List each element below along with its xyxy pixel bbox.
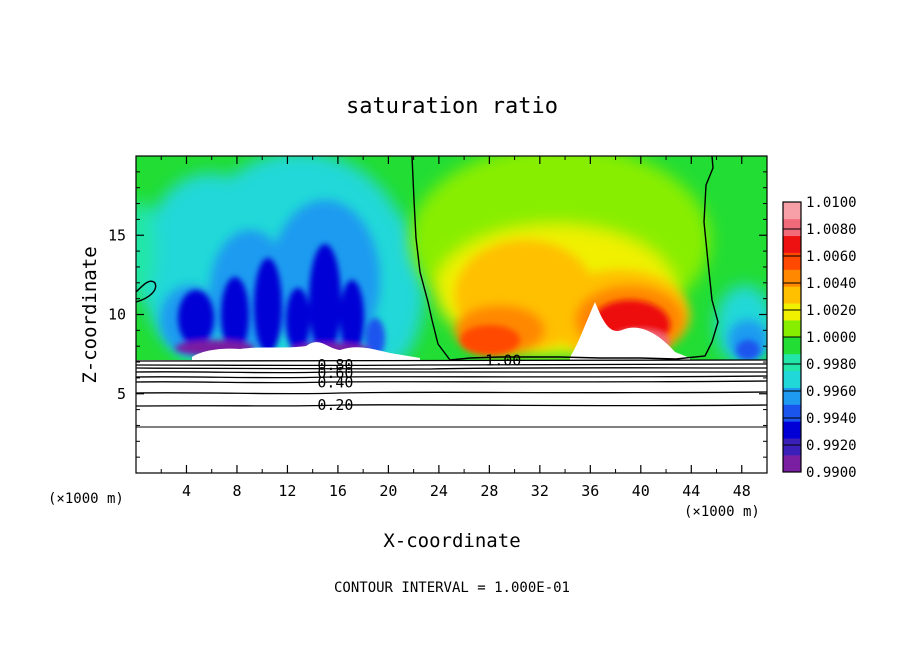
contour-label: 0.40 [317,374,353,392]
x-tick-label: 16 [329,482,347,500]
x-ticks: 4 8 12 16 20 24 28 32 36 40 44 48 [160,156,751,500]
colorbar-segment [783,320,801,338]
x-tick-label: 12 [278,482,296,500]
contour-1-00 [411,156,719,361]
colorbar-segment [783,303,801,321]
colorbar-segment [783,286,801,304]
x-tick-label: 24 [430,482,448,500]
x-unit-left: (×1000 m) [48,491,124,507]
contour-label: 0.60 [317,364,353,382]
colorbar-label: 0.9980 [806,357,857,373]
x-axis-label: X-coordinate [383,530,520,552]
colorbar-segment [783,438,801,456]
colorbar-label: 1.0060 [806,249,857,265]
colorbar-segment [783,387,801,405]
x-tick-label: 32 [531,482,549,500]
colorbar-segment [783,252,801,270]
colorbar-label: 0.9900 [806,465,857,481]
contour-interval-note: CONTOUR INTERVAL = 1.000E-01 [334,580,570,596]
colorbar-label: 1.0000 [806,330,857,346]
contour-label: 0.20 [317,396,353,414]
x-tick-label: 28 [480,482,498,500]
colorbar-segment [783,218,801,237]
y-tick-label: 15 [108,226,126,244]
colorbar-label: 1.0040 [806,276,857,292]
x-tick-label: 48 [733,482,751,500]
x-tick-label: 40 [632,482,650,500]
colorbar: 1.0100 1.0080 1.0060 1.0040 1.0020 1.0000 0.99… [782,195,857,481]
colorbar-label: 1.0100 [806,195,857,211]
contour-label: 1.00 [485,351,521,369]
x-tick-label: 44 [682,482,700,500]
colorbar-label: 1.0080 [806,222,857,238]
contour-labels: 0.800.600.40 0.20 1.00 [317,351,521,413]
heatmap-field [136,156,767,473]
y-axis-label: Z-coordinate [79,246,101,383]
colorbar-segment [783,269,801,287]
colorbar-segment [783,353,801,372]
colorbar-segment [783,370,801,388]
contour-small-left [136,280,157,303]
colorbar-segment [783,421,801,439]
x-tick-label: 8 [232,482,241,500]
contour-label: 0.80 [317,356,353,374]
y-ticks: 5 10 15 [108,171,767,458]
colorbar-segment [783,455,801,473]
x-tick-label: 20 [379,482,397,500]
colorbar-label: 0.9960 [806,384,857,400]
x-tick-label: 36 [581,482,599,500]
y-tick-label: 10 [108,306,126,324]
y-tick-label: 5 [117,385,126,403]
colorbar-label: 0.9940 [806,411,857,427]
colorbar-segment [783,202,801,220]
chart-title: saturation ratio [346,94,558,119]
x-tick-label: 4 [182,482,191,500]
colorbar-label: 1.0020 [806,303,857,319]
colorbar-label: 0.9920 [806,438,857,454]
colorbar-segment [783,337,801,355]
x-unit-right: (×1000 m) [684,504,760,520]
colorbar-segment [783,235,801,253]
colorbar-segment [783,404,801,422]
lower-contours [136,359,767,428]
